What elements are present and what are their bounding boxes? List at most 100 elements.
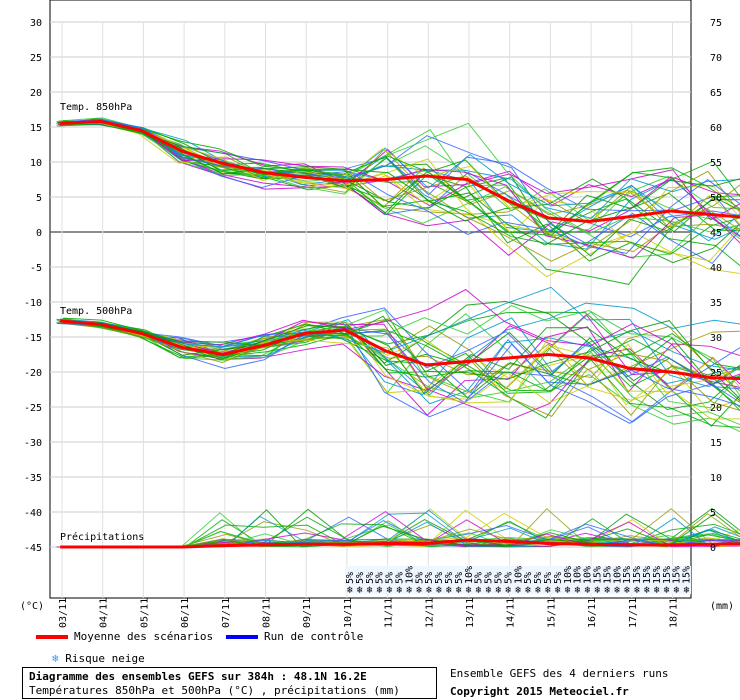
snowflake-icon: ❄ bbox=[604, 585, 611, 596]
x-tick-label: 16/11 bbox=[587, 598, 598, 628]
t500-member-line bbox=[61, 319, 740, 412]
snowflake-icon: ❄ bbox=[426, 585, 433, 596]
t850-member-line bbox=[56, 120, 740, 236]
x-tick-label: 05/11 bbox=[139, 598, 150, 628]
x-tick-label: 14/11 bbox=[506, 598, 517, 628]
snowflake-icon: ❄ bbox=[396, 585, 403, 596]
x-tick-label: 15/11 bbox=[546, 598, 557, 628]
snowflake-icon: ❄ bbox=[446, 585, 453, 596]
snowflake-icon: ❄ bbox=[416, 585, 423, 596]
snowflake-icon: ❄ bbox=[52, 652, 59, 665]
x-tick-label: 08/11 bbox=[262, 598, 273, 628]
y-right-tick-label: 45 bbox=[710, 228, 722, 239]
precip-member-line bbox=[57, 519, 740, 548]
y-left-tick-label: -20 bbox=[24, 368, 42, 379]
y-right-tick-label: 20 bbox=[710, 403, 722, 414]
copyright: Copyright 2015 Meteociel.fr bbox=[450, 685, 629, 698]
snowflake-icon: ❄ bbox=[575, 585, 582, 596]
legend-snow: ❄ Risque neige bbox=[52, 652, 145, 665]
mean-precip-line bbox=[60, 538, 740, 549]
y-left-tick-label: -40 bbox=[24, 508, 42, 519]
precip-member-line bbox=[63, 524, 740, 548]
t850-member-line bbox=[62, 120, 740, 255]
y-left-tick-label: 0 bbox=[36, 228, 42, 239]
snow-risk-label: 15% bbox=[682, 566, 693, 584]
x-tick-label: 06/11 bbox=[180, 598, 191, 628]
t850-member-line bbox=[59, 121, 740, 256]
snowflake-icon: ❄ bbox=[347, 585, 354, 596]
y-left-tick-label: -25 bbox=[24, 403, 42, 414]
snow-risk-label: 5% bbox=[523, 572, 534, 584]
y-left-tick-label: -10 bbox=[24, 298, 42, 309]
snow-risk-label: 5% bbox=[385, 572, 396, 584]
snow-risk-label: 5% bbox=[454, 572, 465, 584]
snowflake-icon: ❄ bbox=[515, 585, 522, 596]
snow-risk-label: 5% bbox=[444, 572, 455, 584]
snow-risk-label: 5% bbox=[355, 572, 366, 584]
snowflake-icon: ❄ bbox=[505, 585, 512, 596]
y-right-tick-label: 35 bbox=[710, 298, 722, 309]
snow-risk-label: 5% bbox=[494, 572, 505, 584]
snow-risk-label: 5% bbox=[484, 572, 495, 584]
x-tick-label: 13/11 bbox=[465, 598, 476, 628]
t500-member-line bbox=[62, 288, 740, 386]
plot-frame bbox=[49, 0, 692, 599]
snow-risk-label: 10% bbox=[573, 566, 584, 584]
panel-label-t850: Temp. 850hPa bbox=[60, 102, 132, 113]
x-tick-label: 03/11 bbox=[58, 598, 69, 628]
snowflake-icon: ❄ bbox=[565, 585, 572, 596]
snow-risk-label: 5% bbox=[424, 572, 435, 584]
x-tick-label: 12/11 bbox=[424, 598, 435, 628]
snow-risk-label: 5% bbox=[503, 572, 514, 584]
snow-risk-band bbox=[345, 566, 691, 594]
panel-label-t500: Temp. 500hPa bbox=[60, 306, 132, 317]
legend-mean: Moyenne des scénarios bbox=[36, 630, 213, 643]
snow-risk-label: 5% bbox=[543, 572, 554, 584]
legend-mean-label: Moyenne des scénarios bbox=[74, 630, 214, 643]
t850-member-line bbox=[59, 121, 740, 235]
y-left-tick-label: -30 bbox=[24, 438, 42, 449]
legend-control-label: Run de contrôle bbox=[264, 630, 364, 643]
control-swatch bbox=[226, 635, 258, 639]
t500-member-line bbox=[60, 286, 740, 388]
y-left-tick-label: -5 bbox=[30, 263, 42, 274]
chart-subtitle: Températures 850hPa et 500hPa (°C) , pré… bbox=[29, 684, 400, 697]
snow-risk-label: 15% bbox=[642, 566, 653, 584]
snowflake-icon: ❄ bbox=[495, 585, 502, 596]
snowflake-icon: ❄ bbox=[535, 585, 542, 596]
x-tick-label: 18/11 bbox=[669, 598, 680, 628]
x-tick-label: 17/11 bbox=[628, 598, 639, 628]
snow-risk-label: 15% bbox=[652, 566, 663, 584]
y-right-tick-label: 15 bbox=[710, 438, 722, 449]
t500-member-line bbox=[56, 319, 740, 405]
t850-member-line bbox=[58, 119, 740, 254]
snowflake-icon: ❄ bbox=[674, 585, 681, 596]
y-right-tick-label: 55 bbox=[710, 158, 722, 169]
snowflake-icon: ❄ bbox=[377, 585, 384, 596]
t850-member-line bbox=[59, 123, 740, 246]
t850-member-line bbox=[56, 120, 740, 228]
y-right-tick-label: 0 bbox=[710, 543, 716, 554]
y-right-tick-label: 40 bbox=[710, 263, 722, 274]
snow-risk-label: 10% bbox=[583, 566, 594, 584]
snowflake-icon: ❄ bbox=[585, 585, 592, 596]
left-unit-label: (°C) bbox=[20, 601, 44, 612]
grid-layer bbox=[49, 0, 692, 599]
panel-label-precip: Précipitations bbox=[60, 531, 144, 543]
mean-swatch bbox=[36, 635, 68, 639]
y-left-tick-label: -15 bbox=[24, 333, 42, 344]
y-left-tick-label: 5 bbox=[36, 193, 42, 204]
snowflake-icon: ❄ bbox=[486, 585, 493, 596]
snowflake-icon: ❄ bbox=[594, 585, 601, 596]
snowflake-icon: ❄ bbox=[357, 585, 364, 596]
snowflake-icon: ❄ bbox=[555, 585, 562, 596]
right-unit-label: (mm) bbox=[710, 601, 734, 612]
x-tick-label: 10/11 bbox=[343, 598, 354, 628]
snowflake-icon: ❄ bbox=[684, 585, 691, 596]
y-left-tick-label: 10 bbox=[30, 158, 42, 169]
snow-risk-label: 10% bbox=[404, 566, 415, 584]
y-right-tick-label: 60 bbox=[710, 123, 722, 134]
snow-risk-label: 5% bbox=[375, 572, 386, 584]
